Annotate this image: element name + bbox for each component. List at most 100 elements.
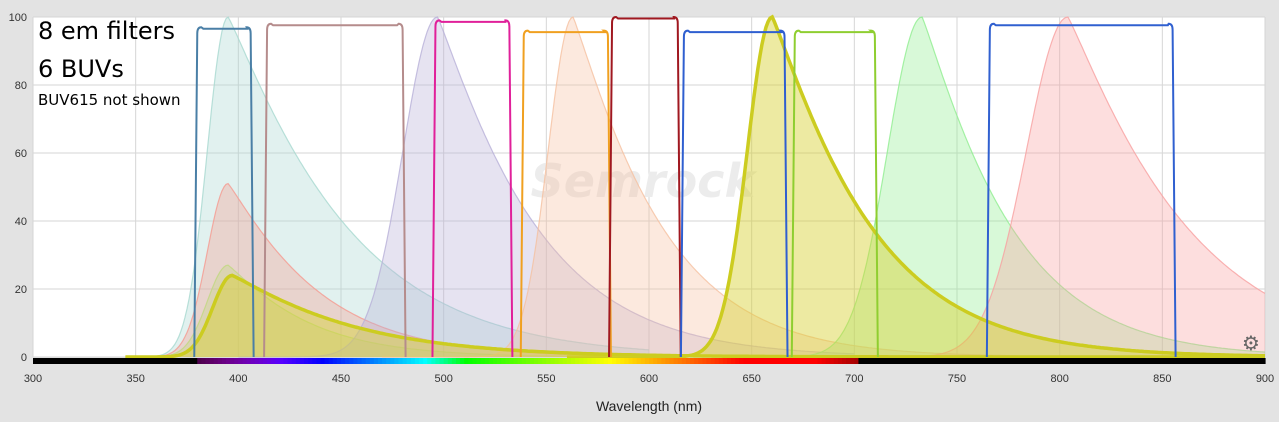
color-bar-segment	[763, 358, 769, 364]
color-bar-segment	[632, 358, 638, 364]
color-bar-segment	[685, 358, 691, 364]
color-bar-segment	[538, 358, 543, 364]
color-bar-segment	[1117, 358, 1122, 364]
color-bar-segment	[1240, 358, 1246, 364]
x-tick-label: 350	[126, 373, 144, 385]
color-bar-segment	[989, 358, 995, 364]
color-bar-segment	[283, 358, 289, 364]
color-bar-segment	[1055, 358, 1061, 364]
color-bar-segment	[755, 358, 761, 364]
color-bar-segment	[123, 358, 129, 364]
spectrum-line-8	[125, 273, 1265, 359]
color-bar-segment	[776, 358, 782, 364]
color-bar-segment	[250, 358, 256, 364]
y-tick-label: 0	[21, 352, 27, 364]
color-bar-segment	[254, 358, 260, 364]
color-bar-segment	[78, 358, 83, 364]
color-bar-segment	[65, 358, 71, 364]
color-bar-segment	[981, 358, 987, 364]
annotation-buv615: BUV615 not shown	[38, 91, 181, 109]
color-bar-segment	[829, 358, 835, 364]
filter-curve-1	[263, 22, 407, 358]
color-bar-segment	[501, 358, 506, 364]
color-bar-segment	[1170, 358, 1176, 364]
color-bar-segment	[488, 358, 494, 364]
color-bar-segment	[636, 358, 642, 364]
color-bar-segment	[139, 358, 145, 364]
filter-curve-5	[679, 29, 789, 358]
color-bar-segment	[419, 358, 424, 364]
x-tick-labels: 300 350 400 450 500 550 600 650 700 750 800 850 900	[24, 373, 1274, 385]
color-bar-segment	[492, 358, 498, 364]
spectrum-area-0	[125, 17, 649, 357]
spectrum-area-8	[125, 275, 1265, 357]
color-bar-segment	[373, 358, 379, 364]
color-bar-segment	[558, 358, 564, 364]
color-bar-segment	[74, 358, 79, 364]
color-bar-segment	[505, 358, 510, 364]
color-bar-segment	[1108, 358, 1114, 364]
color-bar-segment	[924, 358, 929, 364]
color-bar-segment	[612, 358, 617, 364]
color-bar-segment	[238, 358, 244, 364]
color-bar-segment	[1199, 358, 1204, 364]
color-bar-segment	[1022, 358, 1028, 364]
color-bar-segment	[1219, 358, 1225, 364]
color-bar-segment	[911, 358, 917, 364]
color-bar-segment	[1121, 358, 1126, 364]
color-bar-segment	[423, 358, 428, 364]
x-tick-label: 750	[948, 373, 966, 385]
color-bar-segment	[554, 358, 560, 364]
color-bar-segment	[115, 358, 120, 364]
filter-curve-0	[193, 26, 255, 358]
color-bar-segment	[86, 358, 92, 364]
x-tick-label: 800	[1050, 373, 1068, 385]
color-bar-segment	[1178, 358, 1184, 364]
color-bar-segment	[1158, 358, 1163, 364]
color-bar-segment	[517, 358, 523, 364]
color-bar-segment	[69, 358, 75, 364]
color-bar-segment	[94, 358, 100, 364]
watermark: Semrock	[531, 154, 758, 208]
color-bar-segment	[390, 358, 395, 364]
color-bar-segment	[546, 358, 552, 364]
color-bar-segment	[1248, 358, 1254, 364]
color-bar-segment	[591, 358, 597, 364]
color-bar-segment	[694, 358, 699, 364]
color-bar-segment	[973, 358, 979, 364]
color-bar-segment	[468, 358, 474, 364]
color-bar-segment	[1232, 358, 1237, 364]
color-bar-segment	[460, 358, 465, 364]
x-tick-label: 300	[24, 373, 42, 385]
color-bar-segment	[299, 358, 305, 364]
filter-curve-7	[985, 22, 1177, 358]
color-bar-segment	[1039, 358, 1044, 364]
color-bar-segment	[661, 358, 667, 364]
color-bar-segment	[1076, 358, 1081, 364]
color-bar-segment	[345, 358, 350, 364]
color-bar-segment	[431, 358, 437, 364]
color-bar-segment	[410, 358, 416, 364]
color-bar-segment	[1182, 358, 1188, 364]
color-bar-segment	[800, 358, 806, 364]
color-bar-segment	[164, 358, 170, 364]
color-bar-segment	[874, 358, 880, 364]
color-bar-segment	[952, 358, 958, 364]
color-bar-segment	[1080, 358, 1085, 364]
filter-curve-4	[608, 15, 682, 358]
gear-icon[interactable]: ⚙	[1242, 331, 1260, 355]
color-bar-segment	[1207, 358, 1213, 364]
color-bar-segment	[209, 358, 215, 364]
color-bar-segment	[620, 358, 625, 364]
color-bar-segment	[1018, 358, 1024, 364]
color-bar-segment	[451, 358, 457, 364]
color-bar-segment	[722, 358, 728, 364]
color-bar-segment	[205, 358, 211, 364]
color-bar-segment	[168, 358, 174, 364]
color-bar-segment	[513, 358, 519, 364]
color-bar-segment	[53, 358, 59, 364]
y-tick-label: 20	[15, 284, 27, 296]
color-bar-segment	[710, 358, 716, 364]
color-bar-segment	[45, 358, 51, 364]
color-bar-segment	[197, 358, 202, 364]
